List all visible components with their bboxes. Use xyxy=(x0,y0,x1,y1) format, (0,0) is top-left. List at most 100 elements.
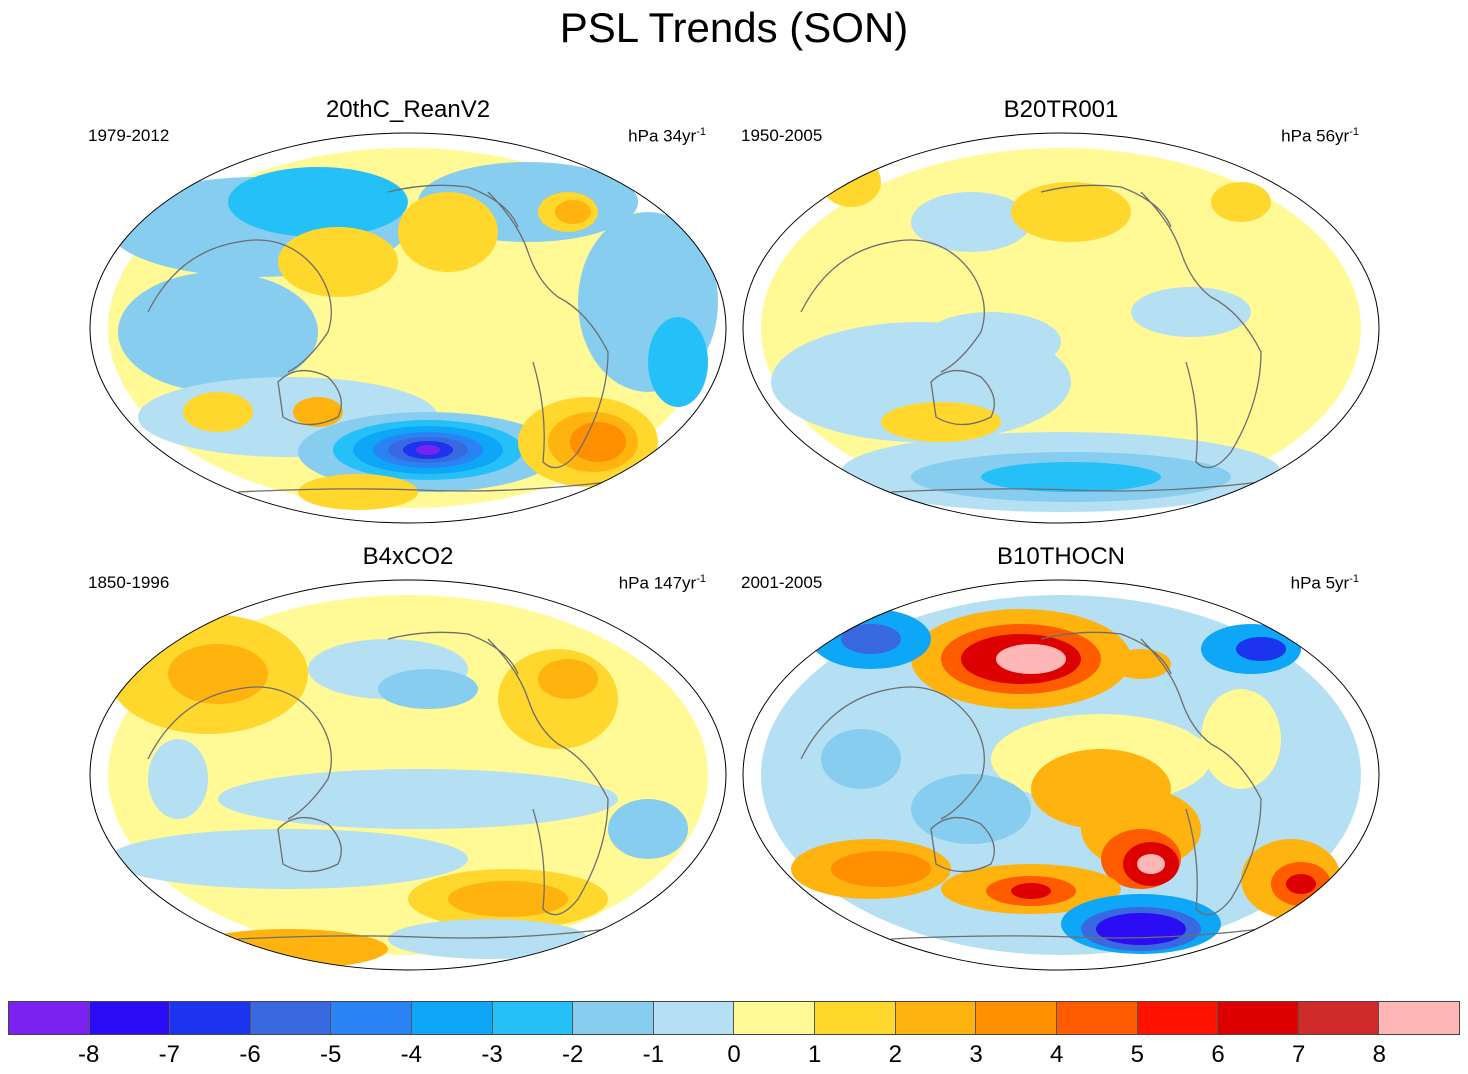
anomaly-contour xyxy=(1011,883,1051,899)
figure-title: PSL Trends (SON) xyxy=(559,4,909,51)
anomaly-contour xyxy=(148,739,208,819)
colorbar-tick-label: -4 xyxy=(400,1041,422,1068)
anomaly-contour xyxy=(1236,637,1286,661)
coastline xyxy=(487,191,609,469)
anomaly-contour xyxy=(278,227,398,297)
map-panel-b4xco2: B4xCO2 1850-1996 hPa 147yr-1 xyxy=(88,543,728,971)
map-outline xyxy=(89,579,727,971)
anomaly-contour xyxy=(921,312,1061,372)
colorbar-tick-label: 6 xyxy=(1211,1041,1225,1068)
anomaly-contour xyxy=(416,445,440,455)
coastline xyxy=(487,638,609,916)
anomaly-contour xyxy=(1137,854,1165,874)
colorbar-tick-label: -8 xyxy=(77,1041,100,1068)
panel-units: hPa 147yr-1 xyxy=(618,573,706,593)
map-panel-b20tr001: B20TR001 1950-2005 hPa 56yr-1 xyxy=(741,96,1381,524)
map-outline xyxy=(742,579,1380,971)
anomaly-contour xyxy=(881,402,1001,442)
colorbar-swatch xyxy=(492,1002,574,1034)
panel-title: 20thC_ReanV2 xyxy=(325,96,491,123)
panel-units: hPa 34yr-1 xyxy=(628,126,706,146)
colorbar-swatch xyxy=(815,1002,896,1034)
coastline xyxy=(237,481,609,493)
anomaly-contour xyxy=(555,200,591,224)
colorbar-tick-label: 3 xyxy=(969,1041,983,1068)
anomaly-contour xyxy=(298,474,418,510)
colorbar-tick-label: -2 xyxy=(561,1041,584,1068)
colorbar-tick-label: 7 xyxy=(1291,1041,1306,1068)
coastline xyxy=(890,928,1262,940)
map-globe xyxy=(742,132,1380,524)
anomaly-contour xyxy=(183,392,253,432)
anomaly-contour xyxy=(1011,182,1131,242)
anomaly-contour xyxy=(821,729,901,789)
anomaly-contour xyxy=(293,397,343,427)
panel-title: B4xCO2 xyxy=(362,543,454,570)
anomaly-contour xyxy=(608,799,688,859)
panel-period: 1850-1996 xyxy=(88,573,170,592)
coastline xyxy=(277,370,342,426)
anomaly-contour xyxy=(841,624,901,654)
coastline xyxy=(1040,184,1172,228)
anomaly-contour xyxy=(1286,874,1316,894)
colorbar-swatch xyxy=(1137,1002,1219,1034)
colorbar-swatch xyxy=(1379,1002,1459,1034)
colorbar-swatch xyxy=(1218,1002,1299,1034)
colorbar-swatch xyxy=(250,1002,332,1034)
coastline xyxy=(1040,631,1172,675)
coastline xyxy=(800,239,985,373)
colorbar-swatch xyxy=(331,1002,413,1034)
coastline xyxy=(930,817,995,873)
colorbar-swatch xyxy=(412,1002,493,1034)
anomaly-contour xyxy=(538,659,598,699)
anomaly-contour xyxy=(911,774,1031,844)
anomaly-contour xyxy=(911,192,1031,252)
colorbar-tick-label: 1 xyxy=(807,1041,822,1068)
colorbar-tick-label: -5 xyxy=(319,1041,342,1068)
anomaly-contour xyxy=(388,919,588,959)
anomaly-field xyxy=(108,595,708,969)
coastline xyxy=(800,686,985,820)
anomaly-contour xyxy=(1211,182,1271,222)
colorbar-tick-label: 5 xyxy=(1130,1041,1145,1068)
colorbar-swatch xyxy=(1056,1002,1138,1034)
panel-units: hPa 5yr-1 xyxy=(1290,573,1359,593)
coastline xyxy=(387,184,519,228)
anomaly-contour xyxy=(398,192,498,272)
coastline xyxy=(890,481,1262,493)
map-outline xyxy=(89,132,727,524)
map-outline xyxy=(742,132,1380,524)
map-panel-20thc-reanv2: 20thC_ReanV2 1979-2012 hPa 34yr-1 xyxy=(88,96,728,524)
anomaly-contour xyxy=(448,881,568,917)
colorbar-swatch xyxy=(734,1002,816,1034)
map-globe xyxy=(742,579,1380,971)
anomaly-contour xyxy=(378,669,478,709)
panel-period: 1950-2005 xyxy=(741,126,823,145)
colorbar-tick-label: 4 xyxy=(1049,1041,1064,1068)
colorbar-tick-label: -7 xyxy=(158,1041,180,1068)
anomaly-contour xyxy=(981,462,1161,492)
anomaly-field xyxy=(761,148,1361,512)
panel-title: B10THOCN xyxy=(996,543,1126,570)
anomaly-contour xyxy=(996,644,1066,674)
coastline xyxy=(1140,191,1262,469)
colorbar-swatch xyxy=(895,1002,977,1034)
colorbar-swatch xyxy=(976,1002,1057,1034)
coastline xyxy=(237,928,609,940)
panel-period: 2001-2005 xyxy=(741,573,823,592)
anomaly-contour xyxy=(218,769,618,829)
colorbar-tick-label: -6 xyxy=(239,1041,261,1068)
anomaly-contour xyxy=(228,167,408,237)
coastline xyxy=(147,239,332,373)
panel-units: hPa 56yr-1 xyxy=(1281,126,1359,146)
anomaly-contour xyxy=(648,317,708,407)
colorbar-tick-label: 2 xyxy=(888,1041,903,1068)
anomaly-contour xyxy=(570,422,626,462)
anomaly-contour xyxy=(1096,913,1186,945)
colorbar-tick-label: 0 xyxy=(727,1041,741,1068)
anomaly-contour xyxy=(108,829,468,889)
anomaly-contour xyxy=(118,272,318,392)
anomaly-field xyxy=(108,148,718,510)
coastline xyxy=(277,817,342,873)
colorbar-swatch xyxy=(9,1002,90,1034)
